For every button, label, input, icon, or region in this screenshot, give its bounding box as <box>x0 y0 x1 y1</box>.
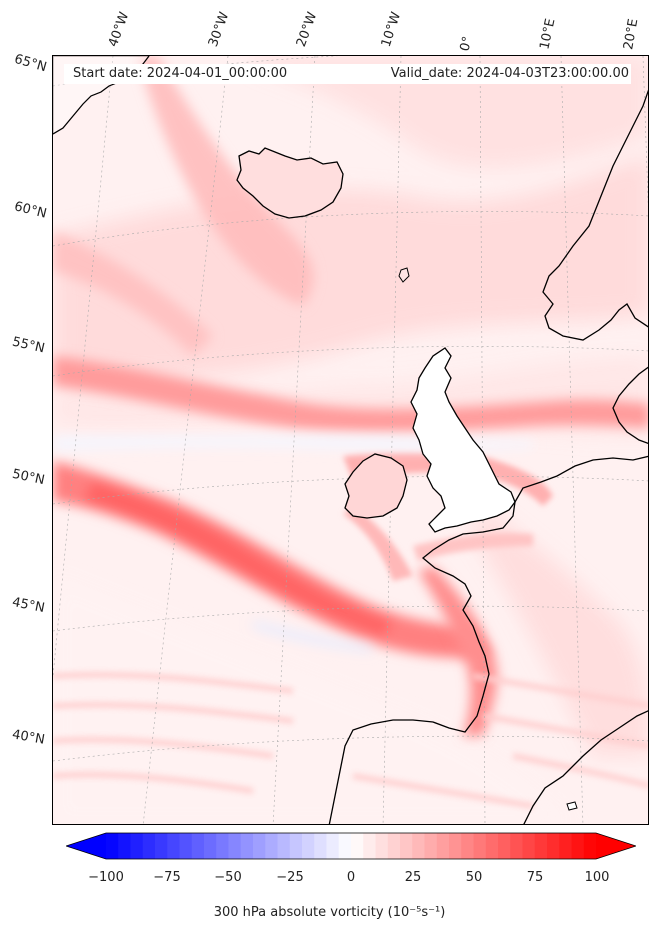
colorbar-step <box>142 833 156 859</box>
start-date-label: Start date: 2024-04-01_00:00:00 <box>73 66 288 81</box>
colorbar-step <box>412 833 425 859</box>
colorbar-step <box>130 833 144 859</box>
colorbar-tick: −25 <box>276 870 304 885</box>
colorbar-step <box>510 833 523 859</box>
colorbar-step <box>559 833 572 859</box>
colorbar-step <box>191 833 205 859</box>
vorticity-band-biscay <box>418 566 498 736</box>
vorticity-band-northwest <box>53 56 314 356</box>
colorbar-step <box>106 833 119 859</box>
colorbar-extend-min <box>66 833 106 859</box>
lat-label-65n: 65°N <box>12 51 49 76</box>
colorbar-step <box>216 833 229 859</box>
colorbar-step <box>277 833 291 859</box>
colorbar-step <box>571 833 585 859</box>
colorbar-tick: −100 <box>88 870 124 885</box>
colorbar-step <box>583 833 597 859</box>
colorbar-tick: 0 <box>346 870 356 885</box>
denmark-coastline <box>612 366 648 444</box>
colorbar-step <box>204 833 217 859</box>
colorbar-outline <box>66 832 636 860</box>
colorbar-tick: 100 <box>584 870 610 885</box>
colorbar-step <box>228 833 242 859</box>
iceland <box>236 147 344 219</box>
colorbar-step <box>522 833 536 859</box>
colorbar-step <box>375 833 389 859</box>
europe-coastline <box>328 455 648 824</box>
lat-label-60n: 60°N <box>12 199 49 222</box>
vorticity-negative-band <box>53 436 533 652</box>
colorbar-tick: 75 <box>526 870 544 885</box>
colorbar-step <box>473 833 487 859</box>
map-panel <box>52 55 649 825</box>
lat-label-45n: 45°N <box>10 595 46 616</box>
colorbar-step <box>449 833 462 859</box>
colorbar-step <box>547 833 560 859</box>
colorbar <box>66 832 636 860</box>
colorbar-step <box>338 833 352 859</box>
great-britain <box>410 347 516 533</box>
lon-label-40w: 40°W <box>105 10 133 49</box>
graticule <box>53 56 648 824</box>
colorbar-step <box>461 833 474 859</box>
iberia-east-coast <box>523 710 648 824</box>
colorbar-tick: −50 <box>214 870 242 885</box>
lon-label-10e: 10°E <box>537 17 559 52</box>
lon-label-30w: 30°W <box>205 10 233 49</box>
balearic-islands <box>566 801 578 811</box>
lon-label-20w: 20°W <box>293 10 321 49</box>
colorbar-step <box>253 833 266 859</box>
colorbar-step <box>326 833 340 859</box>
colorbar-extend-max <box>596 833 636 859</box>
lon-label-20e: 20°E <box>621 17 642 52</box>
colorbar-step <box>436 833 450 859</box>
lat-label-40n: 40°N <box>10 727 46 748</box>
ireland <box>344 453 408 519</box>
vorticity-jet-streak <box>53 461 493 658</box>
colorbar-step <box>118 833 131 859</box>
colorbar-tick: 25 <box>404 870 422 885</box>
colorbar-step <box>498 833 511 859</box>
colorbar-step <box>424 833 438 859</box>
faroe-islands <box>398 267 410 283</box>
valid-date-label: Valid_date: 2024-04-03T23:00:00.00 <box>390 66 629 81</box>
colorbar-tick: 50 <box>465 870 483 885</box>
colorbar-label: 300 hPa absolute vorticity (10⁻⁵s⁻¹) <box>213 905 446 920</box>
norway-coastline <box>542 89 648 341</box>
lon-label-0: 0° <box>457 34 476 53</box>
vorticity-striations <box>53 671 648 809</box>
colorbar-step <box>302 833 315 859</box>
colorbar-steps <box>66 833 636 859</box>
colorbar-tick: −75 <box>153 870 181 885</box>
colorbar-step <box>167 833 180 859</box>
colorbar-step <box>351 833 364 859</box>
colorbar-step <box>179 833 193 859</box>
vorticity-map <box>53 56 648 824</box>
vorticity-band-north <box>53 356 648 433</box>
colorbar-step <box>240 833 254 859</box>
colorbar-step <box>485 833 499 859</box>
colorbar-step <box>155 833 168 859</box>
colorbar-step <box>314 833 327 859</box>
colorbar-step <box>387 833 401 859</box>
lat-label-50n: 50°N <box>10 466 46 489</box>
colorbar-step <box>534 833 548 859</box>
title-bar <box>64 64 631 84</box>
lon-label-10w: 10°W <box>378 10 405 49</box>
colorbar-step <box>363 833 376 859</box>
colorbar-step <box>400 833 413 859</box>
colorbar-step <box>265 833 278 859</box>
lat-label-55n: 55°N <box>10 334 47 357</box>
colorbar-step <box>289 833 303 859</box>
